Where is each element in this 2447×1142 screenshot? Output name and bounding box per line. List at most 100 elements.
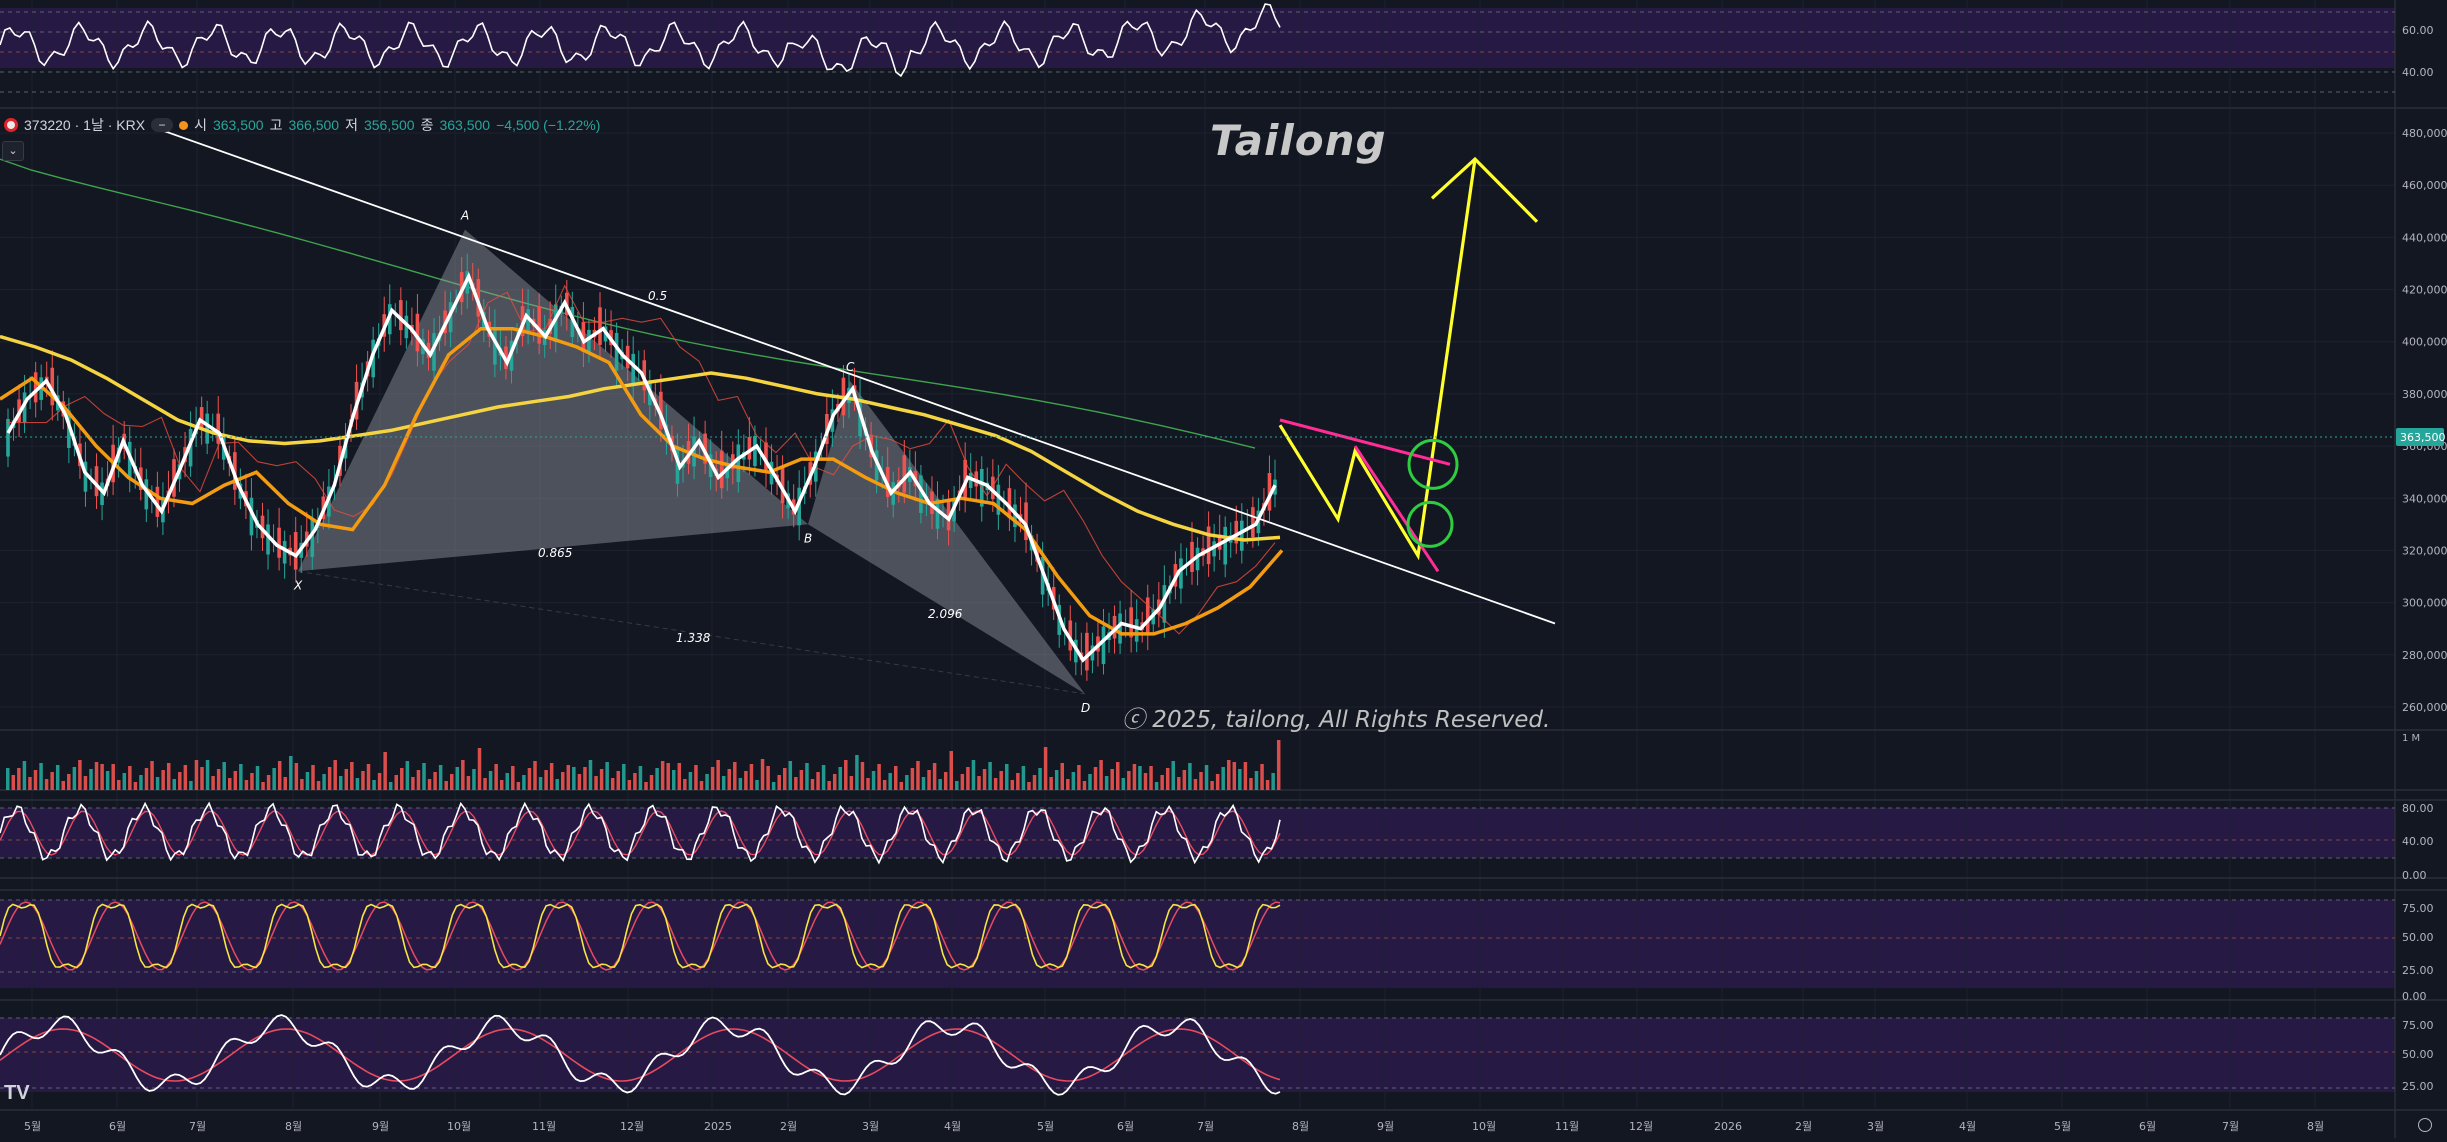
candle — [172, 459, 176, 497]
collapse-indicators-button[interactable]: ⌄ — [2, 141, 24, 161]
volume-bar — [1199, 772, 1203, 790]
volume-bar — [832, 774, 837, 790]
harmonic-ratio-label: 0.865 — [538, 546, 572, 560]
volume-bar — [1066, 779, 1070, 790]
volume-bar — [566, 765, 571, 790]
time-tick-label: 7월 — [189, 1120, 206, 1133]
candle — [780, 465, 785, 504]
volume-bar — [943, 772, 948, 790]
symbol-title[interactable]: 373220 · 1날 · KRX — [24, 117, 146, 133]
volume-bar — [910, 768, 915, 790]
copyright-text: ⓒ 2025, tailong, All Rights Reserved. — [1122, 707, 1551, 733]
volume-bar — [694, 765, 698, 790]
stoch-rsi-signal-line — [0, 810, 1281, 856]
candle — [83, 461, 88, 492]
volume-bar — [1232, 762, 1237, 790]
volume-bar — [72, 767, 77, 790]
volume-scale-label: 1 M — [2402, 733, 2420, 744]
volume-bar — [988, 762, 992, 790]
rsi-line — [0, 3, 1281, 78]
slow-stoch-tick-label: 50.00 — [2402, 1048, 2434, 1061]
volume-bar — [294, 763, 299, 790]
volume-bar — [755, 780, 759, 790]
volume-bar — [128, 766, 132, 790]
volume-bar — [699, 781, 704, 790]
volume-bar — [1276, 740, 1281, 790]
volume-bar — [672, 770, 676, 790]
volume-bar — [1243, 762, 1248, 790]
candle — [249, 497, 254, 536]
candle — [631, 353, 636, 384]
candle — [1195, 547, 1200, 571]
volume-bar — [55, 765, 60, 790]
volume-bar — [239, 764, 243, 790]
time-tick-label: 9월 — [1377, 1120, 1394, 1133]
indicator-band-1 — [0, 808, 2395, 858]
stoch-tick-label: 50.00 — [2402, 931, 2434, 944]
volume-bar — [172, 779, 176, 790]
candle — [404, 315, 409, 339]
volume-bar — [433, 772, 437, 790]
volume-bar — [488, 771, 493, 790]
volume-bar — [122, 773, 127, 790]
indicator-band-2 — [0, 900, 2395, 988]
price-tick-label: 320,000 — [2402, 544, 2447, 557]
stoch-line — [0, 903, 1281, 969]
candle — [1129, 607, 1133, 638]
time-tick-label: 6월 — [1117, 1120, 1134, 1133]
slow-stoch-tick-label: 25.00 — [2402, 1080, 2434, 1093]
indicator-band-0 — [0, 8, 2395, 68]
candle — [266, 524, 270, 555]
candle — [764, 442, 768, 473]
price-tick-label: 260,000 — [2402, 701, 2447, 714]
candle — [293, 532, 298, 570]
volume-bar — [89, 769, 93, 790]
volume-bar — [244, 780, 249, 790]
volume-bar — [1238, 769, 1242, 790]
settings-gear-icon[interactable] — [2418, 1118, 2432, 1132]
volume-bar — [1038, 768, 1042, 790]
tradingview-logo[interactable]: TV — [4, 1082, 30, 1104]
volume-bar — [1032, 775, 1037, 790]
time-tick-label: 10월 — [1472, 1120, 1496, 1133]
volume-bar — [1260, 764, 1264, 790]
candle — [1101, 626, 1106, 665]
market-status-icon — [179, 120, 189, 130]
volume-bar — [255, 766, 260, 790]
volume-bar — [677, 763, 682, 790]
volume-bar — [377, 773, 382, 790]
volume-bar — [627, 780, 632, 790]
stoch-tick-label: 75.00 — [2402, 902, 2434, 915]
volume-bar — [438, 765, 443, 790]
volume-bar — [999, 771, 1003, 790]
volume-bar — [527, 768, 532, 790]
volume-bar — [178, 772, 182, 790]
volume-bar — [22, 761, 27, 790]
price-tick-label: 340,000 — [2402, 492, 2447, 505]
stoch-rsi-tick-label: 80.00 — [2402, 802, 2434, 815]
time-tick-label: 12월 — [620, 1120, 644, 1133]
time-tick-label: 11월 — [532, 1120, 556, 1133]
time-tick-label: 5월 — [2054, 1120, 2071, 1133]
volume-bar — [882, 780, 887, 790]
price-tick-label: 440,000 — [2402, 231, 2447, 244]
volume-bar — [616, 771, 620, 790]
volume-bar — [511, 766, 515, 790]
volume-bar — [905, 775, 909, 790]
volume-bar — [749, 764, 754, 790]
volume-bar — [960, 774, 965, 790]
volume-bar — [111, 764, 115, 790]
candle — [1112, 615, 1117, 639]
volume-bar — [455, 767, 460, 790]
high-value: 366,500 — [288, 117, 340, 133]
volume-bar — [760, 759, 765, 790]
open-value: 363,500 — [212, 117, 264, 133]
volume-bar — [405, 761, 410, 790]
collapse-pill[interactable]: − — [151, 118, 174, 132]
candle — [144, 479, 149, 510]
ema-green-line — [0, 158, 1256, 449]
volume-bar — [189, 781, 193, 790]
